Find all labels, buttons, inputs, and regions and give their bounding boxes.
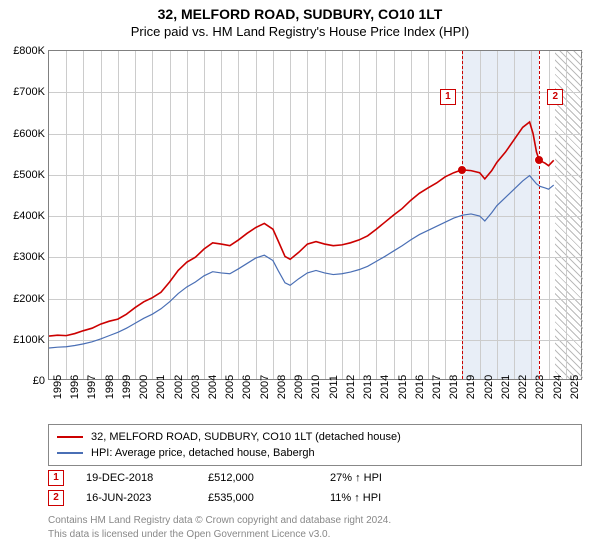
title-subtitle: Price paid vs. HM Land Registry's House … <box>0 24 600 39</box>
attribution-line1: Contains HM Land Registry data © Crown c… <box>48 514 582 528</box>
sale-row-marker: 2 <box>48 490 64 506</box>
legend-swatch-blue <box>57 452 83 454</box>
sale-row-date: 19-DEC-2018 <box>86 472 186 484</box>
sale-row-price: £512,000 <box>208 472 308 484</box>
y-axis-label: £600K <box>3 128 45 140</box>
y-axis-label: £700K <box>3 86 45 98</box>
y-axis-label: £200K <box>3 293 45 305</box>
price-chart: £0£100K£200K£300K£400K£500K£600K£700K£80… <box>48 50 582 380</box>
y-axis-label: £300K <box>3 251 45 263</box>
y-axis-label: £0 <box>3 375 45 387</box>
series-price_paid <box>49 122 554 336</box>
attribution-text: Contains HM Land Registry data © Crown c… <box>48 514 582 541</box>
sale-row: 2 16-JUN-2023 £535,000 11% ↑ HPI <box>48 488 582 508</box>
legend-label-hpi: HPI: Average price, detached house, Babe… <box>91 445 315 461</box>
y-axis-label: £100K <box>3 334 45 346</box>
sale-row-marker: 1 <box>48 470 64 486</box>
y-axis-label: £500K <box>3 169 45 181</box>
y-axis-label: £800K <box>3 45 45 57</box>
sale-row-change: 11% ↑ HPI <box>330 492 430 504</box>
sale-row-change: 27% ↑ HPI <box>330 472 430 484</box>
series-hpi <box>49 176 554 348</box>
chart-legend: 32, MELFORD ROAD, SUDBURY, CO10 1LT (det… <box>48 424 582 466</box>
sale-row-date: 16-JUN-2023 <box>86 492 186 504</box>
legend-swatch-red <box>57 436 83 438</box>
y-axis-label: £400K <box>3 210 45 222</box>
legend-label-property: 32, MELFORD ROAD, SUDBURY, CO10 1LT (det… <box>91 429 401 445</box>
sale-row-price: £535,000 <box>208 492 308 504</box>
attribution-line2: This data is licensed under the Open Gov… <box>48 528 582 542</box>
title-address: 32, MELFORD ROAD, SUDBURY, CO10 1LT <box>0 6 600 22</box>
sale-row: 1 19-DEC-2018 £512,000 27% ↑ HPI <box>48 468 582 488</box>
sales-table: 1 19-DEC-2018 £512,000 27% ↑ HPI 2 16-JUN-202… <box>48 468 582 508</box>
